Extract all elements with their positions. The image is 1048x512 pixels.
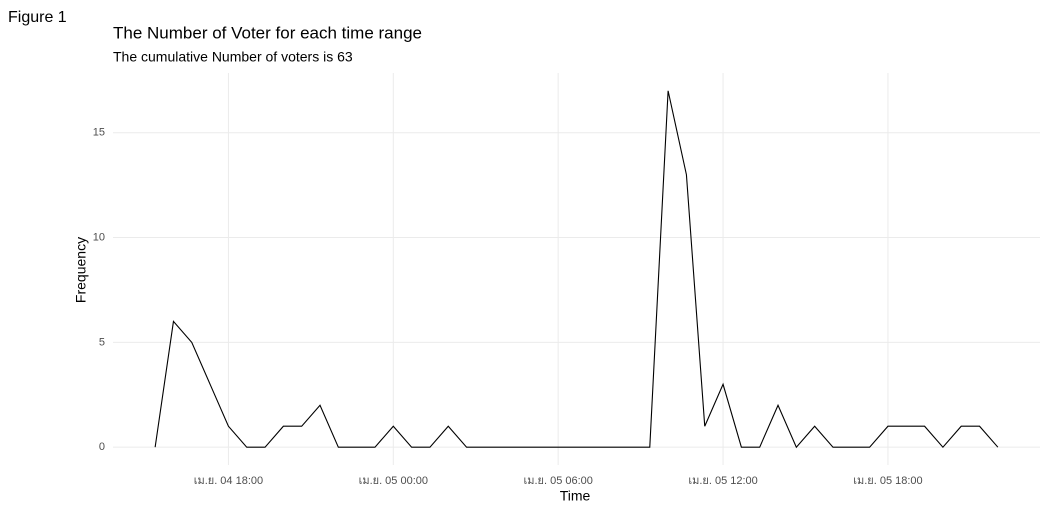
y-tick-label: 5	[99, 336, 105, 348]
x-axis-label: Time	[560, 488, 591, 504]
y-tick-label: 0	[99, 441, 105, 453]
chart-subtitle: The cumulative Number of voters is 63	[113, 49, 353, 65]
x-tick-label: เม.ย. 05 12:00	[688, 475, 757, 487]
chart-title: The Number of Voter for each time range	[113, 23, 422, 42]
x-tick-label: เม.ย. 05 06:00	[523, 475, 592, 487]
y-tick-label: 15	[93, 127, 105, 139]
y-tick-label: 10	[93, 231, 105, 243]
x-tick-label: เม.ย. 05 18:00	[853, 475, 922, 487]
data-line	[154, 90, 999, 449]
y-axis-label: Frequency	[73, 237, 89, 303]
window-title: Figure 1	[8, 9, 67, 26]
x-tick-label: เม.ย. 05 00:00	[359, 475, 428, 487]
x-tick-label: เม.ย. 04 18:00	[194, 475, 263, 487]
